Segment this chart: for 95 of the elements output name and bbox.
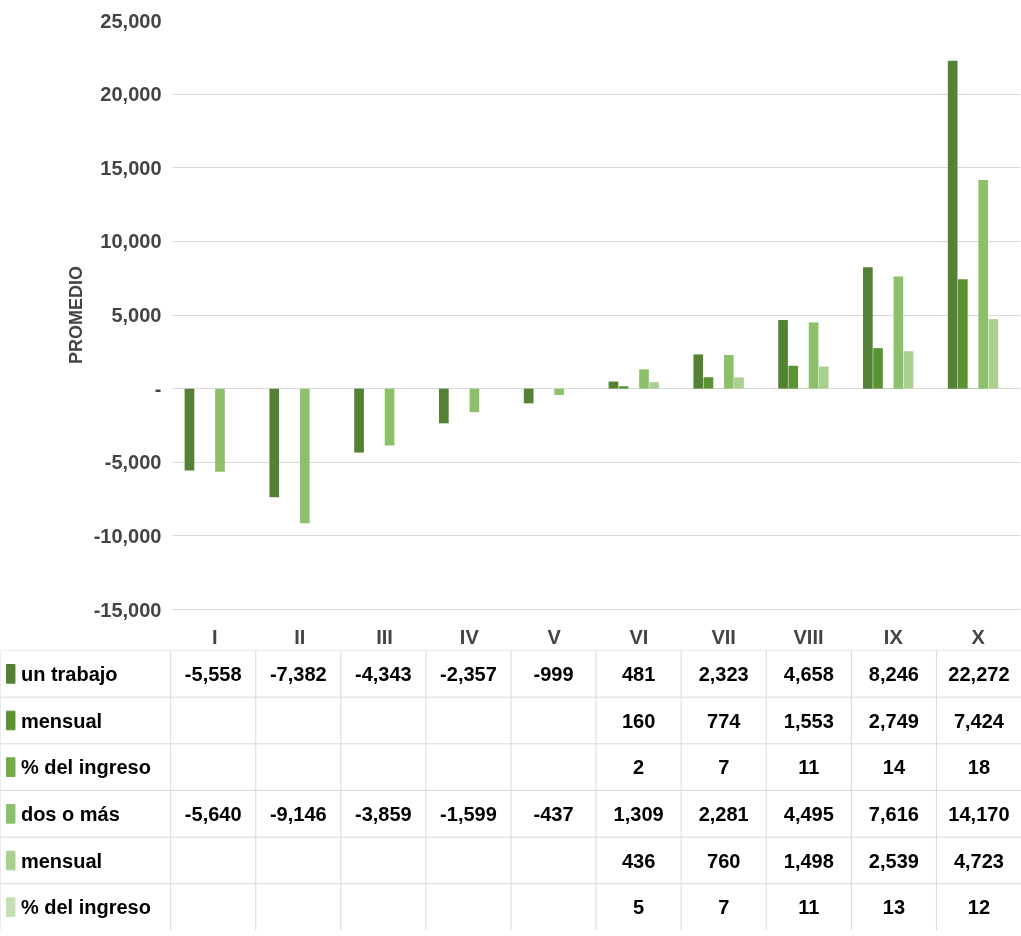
bar — [978, 179, 989, 389]
bar — [554, 388, 565, 396]
bar — [808, 322, 819, 389]
y-tick-label: 20,000 — [100, 83, 162, 106]
bar — [778, 320, 788, 389]
bar — [703, 377, 714, 389]
data-label: -1,599 — [440, 802, 497, 825]
bar — [903, 351, 914, 389]
data-label: -4,343 — [355, 662, 412, 685]
data-label: 7 — [718, 896, 730, 919]
y-tick-label: -15,000 — [93, 598, 162, 621]
data-label: -999 — [533, 662, 574, 685]
bar — [947, 60, 958, 389]
data-label: 4,723 — [953, 849, 1004, 872]
bar — [639, 369, 649, 389]
bar — [893, 276, 904, 389]
data-label: 1,309 — [613, 802, 664, 825]
data-label: 2,539 — [868, 849, 919, 872]
data-label: 481 — [621, 662, 656, 685]
data-label: 11 — [798, 756, 820, 779]
data-label: 2,281 — [698, 802, 749, 825]
bar — [215, 388, 225, 472]
x-tick-label: III — [376, 625, 393, 648]
y-tick-label: 25,000 — [100, 9, 162, 32]
data-label: -9,146 — [269, 802, 327, 825]
x-tick-label: I — [212, 625, 218, 648]
y-axis-title: PROMEDIO — [65, 265, 86, 364]
y-tick-label: 5,000 — [111, 304, 162, 326]
bar — [618, 386, 629, 389]
bar — [299, 388, 310, 524]
data-label: 22,272 — [948, 662, 1010, 685]
data-label: -2,357 — [440, 662, 497, 685]
bar — [788, 365, 799, 389]
bar — [958, 279, 968, 389]
data-label: -5,640 — [184, 802, 242, 825]
data-label: -437 — [533, 802, 574, 825]
x-tick-label: X — [971, 625, 986, 648]
bar — [354, 388, 364, 453]
data-label: 11 — [798, 896, 820, 919]
x-tick-label: IV — [459, 625, 480, 648]
data-label: 2,323 — [698, 662, 749, 685]
data-label: 8,246 — [868, 662, 919, 685]
legend-label: mensual — [20, 849, 103, 872]
bar — [723, 355, 734, 389]
y-tick-label: - — [154, 377, 162, 400]
x-tick-label: II — [294, 625, 306, 648]
data-label: 774 — [707, 709, 742, 732]
data-label: 7,424 — [953, 709, 1005, 732]
bar — [873, 348, 883, 389]
bar — [184, 388, 195, 471]
bar — [384, 388, 395, 446]
x-tick-label: VII — [711, 625, 736, 648]
bar — [608, 381, 619, 389]
data-label: 5 — [633, 896, 645, 919]
bar — [734, 377, 744, 389]
y-tick-label: -10,000 — [93, 524, 162, 547]
x-tick-label: IX — [883, 625, 904, 648]
data-label: 18 — [967, 756, 991, 779]
data-label: 1,498 — [783, 849, 834, 872]
data-label: -3,859 — [355, 802, 412, 825]
legend-label: % del ingreso — [20, 896, 151, 919]
data-label: 14,170 — [948, 802, 1010, 825]
y-tick-label: -5,000 — [104, 451, 162, 474]
bar — [269, 388, 280, 498]
legend-label: dos o más — [20, 802, 120, 825]
bar — [469, 388, 480, 413]
bar — [863, 267, 873, 389]
bar — [649, 382, 659, 389]
data-label: 1,553 — [783, 709, 834, 732]
data-label: 4,495 — [783, 802, 834, 825]
data-label: 436 — [621, 849, 656, 872]
data-label: 7 — [718, 756, 730, 779]
legend-label: % del ingreso — [20, 756, 151, 779]
data-label: 760 — [707, 849, 741, 872]
data-label: 2 — [633, 756, 645, 779]
x-tick-label: VIII — [793, 625, 824, 648]
y-tick-label: 15,000 — [100, 156, 162, 179]
data-label: 2,749 — [868, 709, 919, 732]
bar — [818, 366, 829, 389]
data-label: -7,382 — [269, 662, 327, 685]
x-tick-label: VI — [629, 625, 649, 648]
bar — [693, 354, 704, 389]
data-label: 14 — [882, 756, 906, 779]
x-tick-label: V — [547, 625, 562, 648]
bar — [988, 319, 999, 389]
data-label: 160 — [621, 709, 656, 732]
data-label: -5,558 — [184, 662, 242, 685]
data-label: 7,616 — [868, 802, 919, 825]
bar — [439, 388, 449, 424]
data-label: 12 — [967, 896, 991, 919]
legend-label: un trabajo — [20, 662, 118, 685]
data-label: 13 — [882, 896, 905, 919]
data-label: 4,658 — [783, 662, 834, 685]
legend-label: mensual — [20, 709, 103, 732]
y-tick-label: 10,000 — [100, 230, 162, 253]
